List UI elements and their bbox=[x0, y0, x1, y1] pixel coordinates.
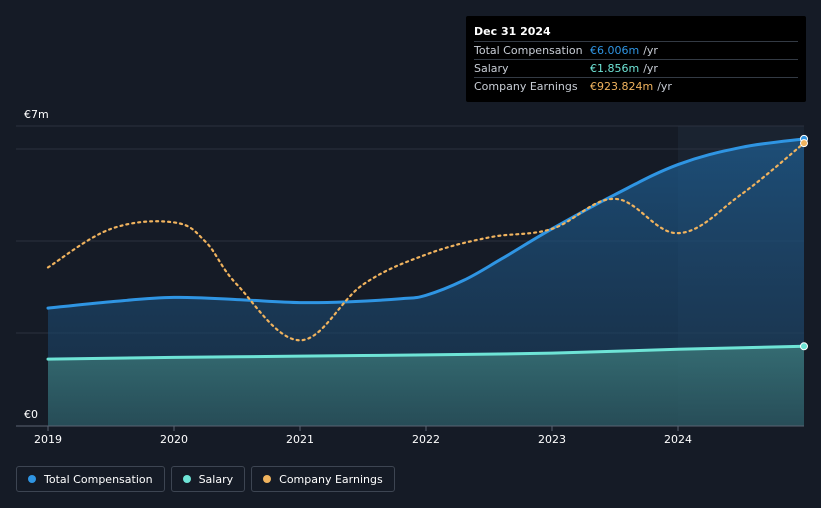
legend-label: Total Compensation bbox=[44, 472, 153, 486]
tooltip-label: Total Compensation bbox=[474, 44, 583, 57]
x-tick-label: 2023 bbox=[538, 433, 566, 446]
tooltip-unit: /yr bbox=[657, 80, 672, 93]
chart-legend: Total Compensation Salary Company Earnin… bbox=[16, 466, 395, 492]
legend-label: Salary bbox=[198, 472, 234, 486]
tooltip-unit: /yr bbox=[643, 62, 658, 75]
area-salary bbox=[48, 346, 804, 426]
x-tick-label: 2022 bbox=[412, 433, 440, 446]
legend-dot-icon bbox=[28, 475, 36, 483]
legend-item-company-earnings[interactable]: Company Earnings bbox=[251, 466, 395, 492]
y-tick-label-min: €0 bbox=[24, 408, 38, 421]
tooltip-date: Dec 31 2024 bbox=[474, 24, 798, 42]
tooltip-label: Company Earnings bbox=[474, 80, 578, 93]
series-areas bbox=[48, 138, 804, 426]
legend-dot-icon bbox=[182, 475, 191, 483]
tooltip-unit: /yr bbox=[643, 44, 658, 57]
end-marker-salary bbox=[800, 342, 808, 351]
tooltip-row-company-earnings: Company Earnings €923.824m /yr bbox=[474, 78, 798, 95]
line-company-earnings bbox=[46, 142, 806, 342]
legend-item-total-compensation[interactable]: Total Compensation bbox=[16, 466, 165, 492]
series-lines bbox=[46, 137, 806, 361]
tooltip-value: €6.006m bbox=[590, 44, 640, 57]
tooltip-row-salary: Salary €1.856m /yr bbox=[474, 60, 798, 78]
x-tick-label: 2021 bbox=[286, 433, 314, 446]
line-salary bbox=[46, 344, 806, 361]
x-tick-label: 2019 bbox=[34, 433, 62, 446]
tooltip-panel: Dec 31 2024 Total Compensation €6.006m /… bbox=[466, 16, 806, 102]
x-tick-label: 2024 bbox=[664, 433, 692, 446]
x-tick-label: 2020 bbox=[160, 433, 188, 446]
y-tick-label-max: €7m bbox=[24, 108, 49, 121]
tooltip-value: €1.856m bbox=[590, 62, 640, 75]
legend-dot-icon bbox=[263, 475, 272, 483]
series-end-markers bbox=[800, 134, 808, 351]
legend-item-salary[interactable]: Salary bbox=[170, 466, 246, 492]
axes: 2019 2020 2021 2022 2023 2024 €7m €0 bbox=[16, 108, 804, 446]
line-total-compensation bbox=[46, 137, 806, 310]
tooltip-value: €923.824m bbox=[590, 80, 654, 93]
tooltip-row-total-compensation: Total Compensation €6.006m /yr bbox=[474, 42, 798, 60]
end-marker-company-earnings bbox=[800, 139, 808, 148]
legend-label: Company Earnings bbox=[279, 472, 383, 486]
tooltip-label: Salary bbox=[474, 62, 509, 75]
